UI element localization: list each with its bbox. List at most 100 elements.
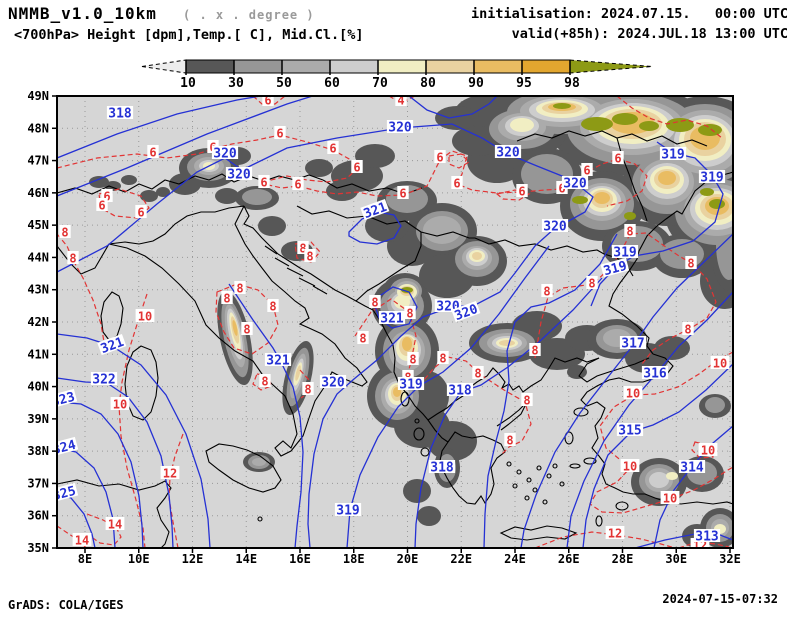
- valid-time: valid(+85h): 2024.JUL.18 13:00 UTC: [511, 26, 788, 42]
- svg-text:6: 6: [260, 176, 267, 190]
- lat-tick-label: 45N: [27, 218, 49, 232]
- svg-text:6: 6: [294, 178, 301, 192]
- svg-text:8: 8: [474, 367, 481, 381]
- temp-contour-label: 14: [105, 517, 125, 532]
- svg-text:6: 6: [264, 94, 271, 108]
- temp-contour-label: 6: [258, 175, 270, 190]
- height-contour-label: 314: [678, 460, 706, 476]
- temp-contour-label: 8: [297, 241, 309, 256]
- temp-contour-label: 8: [541, 284, 553, 299]
- lon-tick-label: 14E: [235, 552, 257, 566]
- cloud-cover-colorbar: 10 30 50 60 70 80 90 95 98: [141, 59, 653, 91]
- svg-text:321: 321: [380, 312, 404, 327]
- svg-text:4: 4: [397, 94, 404, 108]
- height-contour-label: 319: [600, 257, 630, 280]
- lat-tick-label: 40N: [27, 380, 49, 394]
- svg-text:8: 8: [588, 277, 595, 291]
- svg-text:318: 318: [108, 107, 132, 122]
- svg-text:6: 6: [276, 127, 283, 141]
- lat-tick-label: 46N: [27, 186, 49, 200]
- svg-text:10: 10: [138, 310, 152, 324]
- svg-text:8: 8: [684, 323, 691, 337]
- field-title: <700hPa> Height [dpm],Temp.[ C], Mid.Cl.…: [14, 27, 364, 43]
- initialisation-time: initialisation: 2024.07.15. 00:00 UTC: [471, 6, 788, 22]
- height-contour-label: 324: [51, 436, 79, 459]
- svg-text:8: 8: [687, 257, 694, 271]
- svg-text:8: 8: [223, 292, 230, 306]
- svg-text:318: 318: [448, 384, 472, 399]
- lat-tick-label: 38N: [27, 444, 49, 458]
- lon-tick-label: 20E: [397, 552, 419, 566]
- height-contour-label: 321: [378, 311, 406, 327]
- temp-contour-label: 8: [67, 251, 79, 266]
- svg-text:320: 320: [213, 147, 237, 162]
- lat-tick-label: 37N: [27, 476, 49, 490]
- lon-tick-label: 24E: [504, 552, 526, 566]
- svg-text:319: 319: [399, 378, 422, 393]
- lat-tick-label: 41N: [27, 347, 49, 361]
- temp-contour-label: 8: [357, 331, 369, 346]
- svg-text:320: 320: [227, 168, 251, 183]
- colorbar-tick-label: 50: [276, 76, 292, 91]
- height-contour-label: 320: [211, 146, 239, 162]
- svg-text:8: 8: [359, 332, 366, 346]
- svg-text:12: 12: [608, 527, 622, 541]
- colorbar-tick-label: 95: [516, 76, 532, 91]
- height-contour-label: 316: [641, 366, 669, 382]
- svg-text:6: 6: [453, 177, 460, 191]
- svg-text:6: 6: [353, 161, 360, 175]
- lon-tick-label: 30E: [665, 552, 687, 566]
- svg-text:315: 315: [618, 424, 641, 439]
- height-contour-label: 319: [698, 170, 726, 186]
- svg-text:10: 10: [626, 387, 640, 401]
- temp-contour-label: 6: [262, 94, 274, 108]
- colorbar-tick-label: 80: [420, 76, 436, 91]
- svg-text:319: 319: [602, 259, 629, 280]
- temp-contour-label: 8: [59, 225, 71, 240]
- temperature-contour-labels: 6666666666666666664888888888888888888888…: [59, 94, 730, 548]
- temp-contour-label: 6: [612, 151, 624, 166]
- lat-tick-label: 35N: [27, 541, 49, 555]
- svg-text:8: 8: [409, 353, 416, 367]
- svg-text:8: 8: [236, 282, 243, 296]
- svg-text:325: 325: [51, 484, 78, 505]
- temp-contour-label: 8: [259, 374, 271, 389]
- temp-contour-label: 10: [620, 459, 640, 474]
- lon-tick-label: 26E: [558, 552, 580, 566]
- temp-contour-label: 12: [160, 466, 180, 481]
- lat-tick-label: 47N: [27, 154, 49, 168]
- svg-text:6: 6: [518, 185, 525, 199]
- height-contour-label: 320: [386, 120, 414, 136]
- temp-contour-label: 8: [521, 393, 533, 408]
- temp-contour-label: 8: [221, 291, 233, 306]
- height-contour-label: 319: [397, 377, 425, 393]
- svg-text:324: 324: [51, 438, 78, 459]
- svg-text:6: 6: [583, 164, 590, 178]
- colorbar-tick-label: 70: [372, 76, 388, 91]
- temp-contour-label: 8: [241, 322, 253, 337]
- lat-tick-label: 43N: [27, 283, 49, 297]
- svg-text:8: 8: [304, 383, 311, 397]
- temp-contour-label: 8: [685, 256, 697, 271]
- temp-contour-label: 8: [234, 281, 246, 296]
- height-contour-label: 319: [659, 147, 687, 163]
- temp-contour-label: 8: [404, 306, 416, 321]
- height-contour-label: 320: [561, 176, 589, 192]
- lat-tick-label: 36N: [27, 509, 49, 523]
- svg-text:14: 14: [108, 518, 122, 532]
- lon-tick-label: 32E: [719, 552, 741, 566]
- temp-contour-label: 14: [72, 533, 92, 548]
- lat-tick-label: 42N: [27, 315, 49, 329]
- height-contour-label: 315: [616, 423, 644, 439]
- height-contour-label: 319: [611, 245, 639, 261]
- plot-timestamp: 2024-07-15-07:32: [662, 592, 778, 606]
- temp-contour-label: 8: [369, 295, 381, 310]
- temp-contour-label: 4: [395, 94, 407, 108]
- temp-contour-label: 6: [397, 186, 409, 201]
- temp-contour-label: 8: [682, 322, 694, 337]
- svg-text:8: 8: [299, 242, 306, 256]
- lon-tick-label: 22E: [450, 552, 472, 566]
- svg-text:320: 320: [321, 376, 345, 391]
- svg-text:322: 322: [92, 373, 115, 388]
